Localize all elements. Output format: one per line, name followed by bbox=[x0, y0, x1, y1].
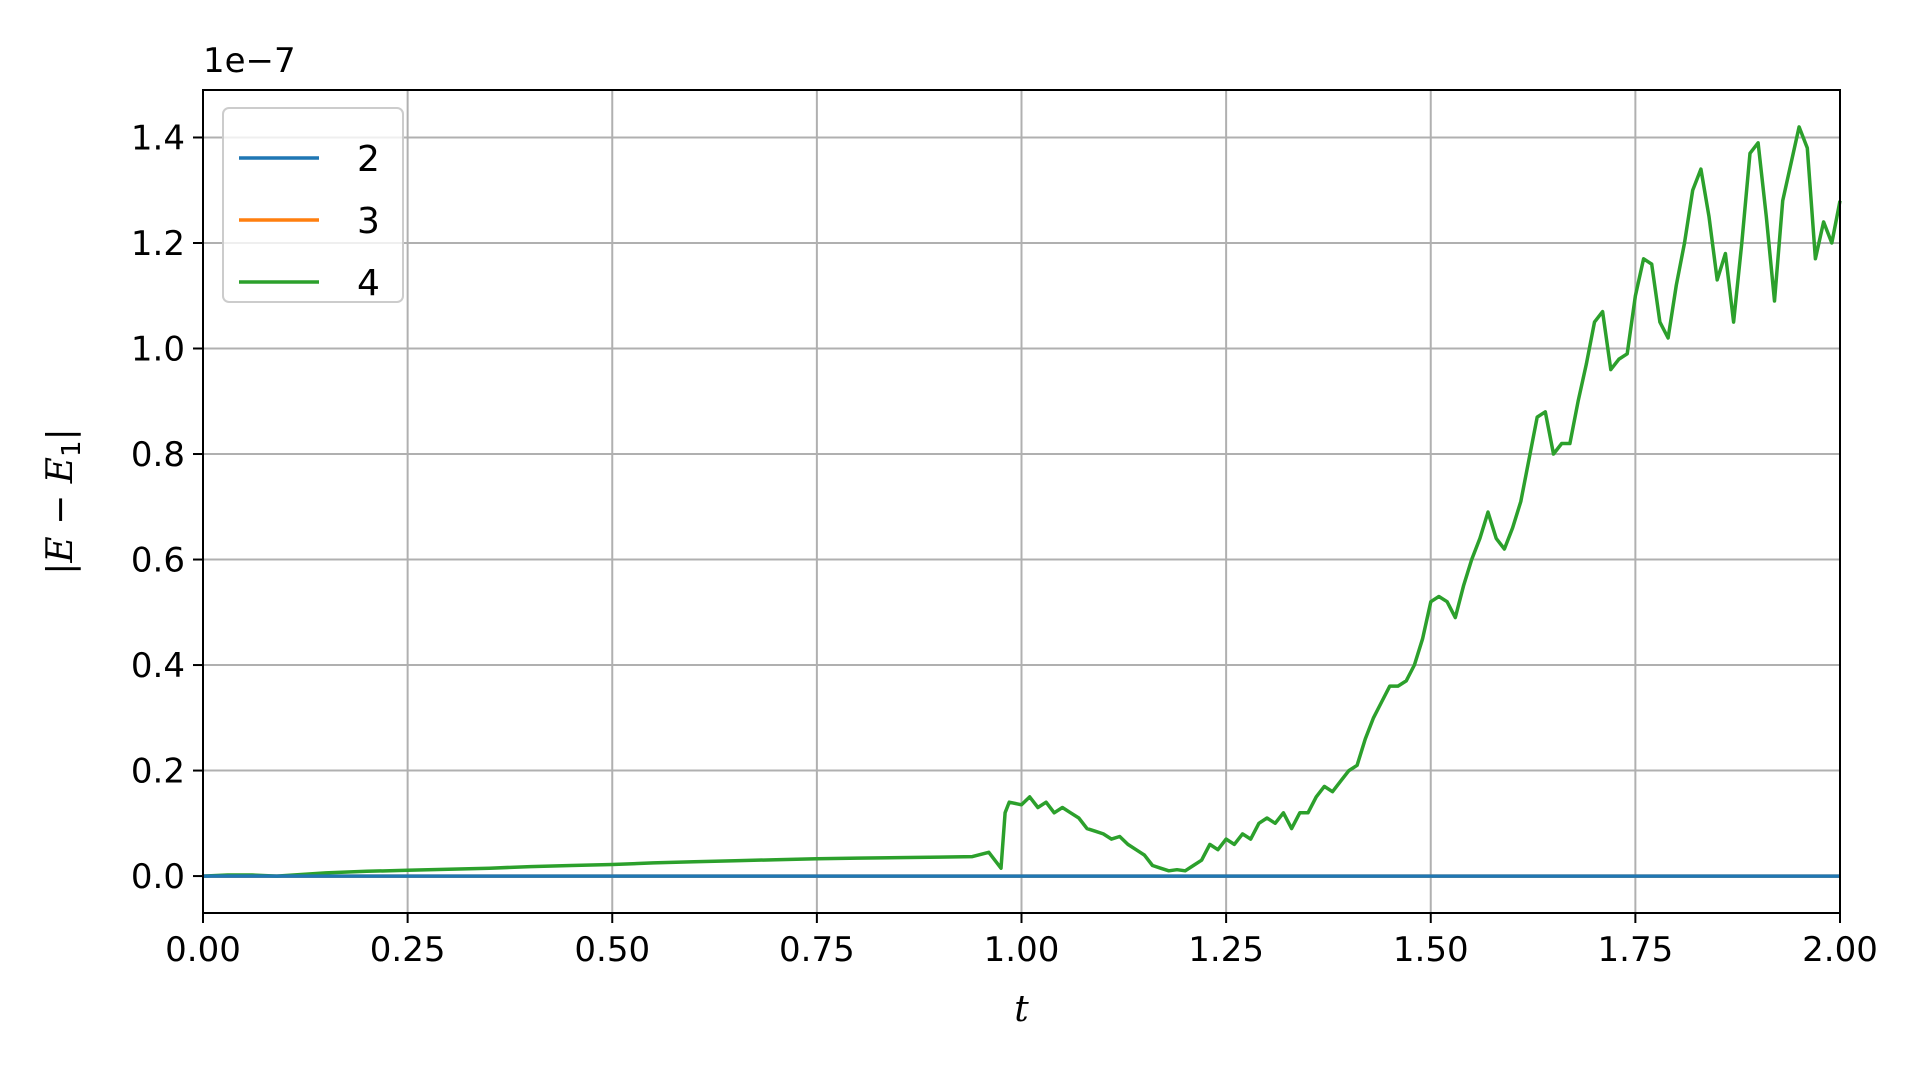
x-tick-label: 2.00 bbox=[1802, 930, 1878, 970]
y-tick-label: 0.2 bbox=[131, 752, 185, 792]
y-tick-label: 0.8 bbox=[131, 435, 185, 475]
x-tick-label: 1.75 bbox=[1598, 930, 1674, 970]
y-axis-label-close-bar: | bbox=[40, 428, 81, 440]
x-tick-label: 1.00 bbox=[984, 930, 1060, 970]
y-tick-label: 0.0 bbox=[131, 857, 185, 897]
y-axis-label: |E − E1| bbox=[40, 428, 87, 574]
y-axis-label-minus: − bbox=[40, 483, 81, 536]
x-tick-label: 0.00 bbox=[165, 930, 241, 970]
y-axis-label-E: E bbox=[40, 536, 81, 563]
x-tick-label: 0.50 bbox=[574, 930, 650, 970]
legend-label-4: 4 bbox=[357, 263, 380, 304]
legend-label-3: 3 bbox=[357, 201, 380, 242]
y-axis-label-subscript: 1 bbox=[57, 440, 87, 457]
y-tick-label: 1.0 bbox=[131, 330, 185, 370]
y-axis-offset-label: 1e−7 bbox=[203, 41, 296, 81]
y-tick-label: 1.2 bbox=[131, 224, 185, 264]
y-axis-label-open-bar: | bbox=[40, 563, 81, 575]
legend-label-2: 2 bbox=[357, 139, 380, 180]
x-tick-label: 0.25 bbox=[370, 930, 446, 970]
legend: 2 3 4 bbox=[222, 107, 404, 304]
x-tick-label: 1.25 bbox=[1188, 930, 1264, 970]
x-tick-label: 0.75 bbox=[779, 930, 855, 970]
y-tick-label: 1.4 bbox=[131, 118, 185, 158]
y-tick-label: 0.6 bbox=[131, 541, 185, 581]
y-tick-label: 0.4 bbox=[131, 646, 185, 686]
x-tick-label: 1.50 bbox=[1393, 930, 1469, 970]
x-axis-label: t bbox=[1014, 989, 1029, 1030]
y-axis-label-E1: E bbox=[40, 457, 81, 484]
axis-ticks: 0.00 0.25 0.50 0.75 1.00 1.25 1.50 1.75 2.00 0.0 0… bbox=[131, 118, 1878, 970]
series-lines bbox=[202, 125, 1842, 878]
series-line-4 bbox=[202, 125, 1842, 878]
